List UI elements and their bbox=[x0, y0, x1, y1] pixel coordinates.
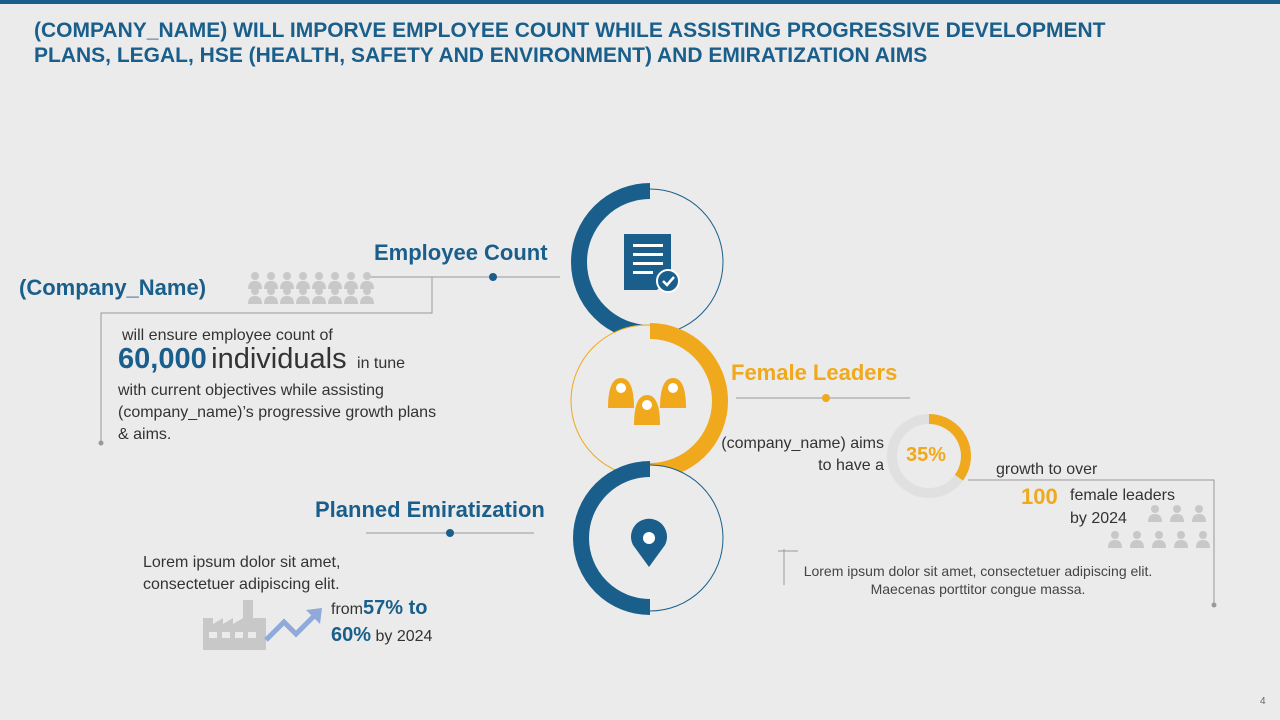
page-title: (COMPANY_NAME) WILL IMPORVE EMPLOYEE COU… bbox=[34, 19, 1106, 67]
female-suffix1: female leaders bbox=[1070, 487, 1175, 504]
employee-count-heading: Employee Count bbox=[374, 240, 548, 265]
employee-line1: will ensure employee count of bbox=[122, 327, 333, 344]
page-number: 4 bbox=[1260, 696, 1266, 707]
emiratization-from: from bbox=[331, 601, 363, 618]
female-lead-text: (company_name) aims to have a bbox=[721, 435, 884, 474]
employee-description: with current objectives while assisting … bbox=[118, 382, 437, 443]
emiratization-heading: Planned Emiratization bbox=[315, 497, 545, 522]
employee-unit: individuals bbox=[211, 343, 347, 375]
emiratization-from-line: from57% to bbox=[331, 597, 427, 621]
emiratization-to-pct: 60% bbox=[331, 624, 372, 646]
emiratization-from-pct: 57% to bbox=[363, 597, 428, 619]
employee-number-line: 60,000 individuals in tune bbox=[118, 343, 405, 376]
top-accent-bar bbox=[0, 0, 1280, 4]
female-note: Lorem ipsum dolor sit amet, consectetuer… bbox=[803, 563, 1153, 597]
female-growth-text: growth to over bbox=[996, 461, 1098, 478]
emiratization-to-line: 60% by 2024 bbox=[331, 624, 432, 648]
emiratization-text: Lorem ipsum dolor sit amet, consectetuer… bbox=[143, 554, 341, 593]
employee-tail: in tune bbox=[357, 355, 406, 372]
female-percent: 35% bbox=[906, 444, 947, 466]
employee-number: 60,000 bbox=[118, 343, 207, 375]
female-leaders-heading: Female Leaders bbox=[731, 360, 898, 385]
female-suffix2: by 2024 bbox=[1070, 510, 1127, 527]
female-count: 100 bbox=[1021, 484, 1058, 509]
company-name-label: (Company_Name) bbox=[19, 275, 207, 300]
emiratization-by: by 2024 bbox=[375, 628, 433, 645]
